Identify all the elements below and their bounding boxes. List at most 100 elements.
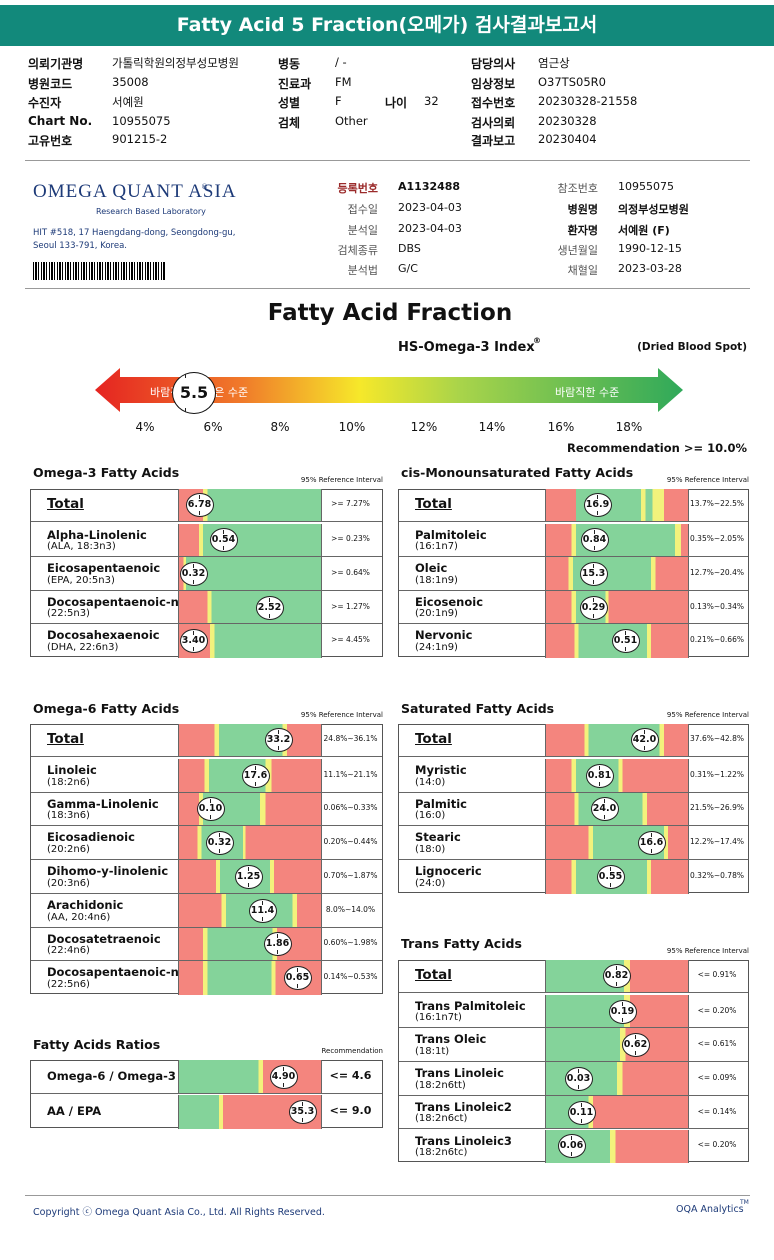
- specimen-label: 등록번호: [337, 182, 378, 195]
- scale-label: 8%: [270, 420, 290, 434]
- value-marker: 0.10: [196, 797, 225, 822]
- reference-bar: [544, 590, 689, 624]
- row-name: Stearic: [415, 830, 461, 845]
- table-row: Stearic (18:0) 16.6 12.2%~17.4%: [399, 826, 748, 861]
- reference-range: <= 9.0: [329, 1104, 372, 1117]
- specimen-value: 서예원 (F): [618, 224, 670, 237]
- row-sub: (18:2n6tc): [415, 1147, 468, 1159]
- table-row: Palmitic (16:0) 24.0 21.5%~26.9%: [399, 792, 748, 827]
- row-name: Alpha-Linolenic: [47, 527, 147, 542]
- value-marker: 0.29: [579, 595, 608, 620]
- table-row: Docosatetraenoic (22:4n6) 1.86 0.60%~1.98%: [31, 927, 382, 962]
- scale-label: 4%: [135, 420, 155, 434]
- row-name: Trans Palmitoleic: [415, 998, 526, 1013]
- divider: [25, 160, 750, 161]
- info-value: 염근상: [538, 56, 570, 70]
- panel-table: Total 0.82 <= 0.91% Trans Palmitoleic (16:1n…: [398, 959, 749, 1164]
- reference-range: <= 0.09%: [697, 1072, 737, 1082]
- row-sub: (DHA, 22:6n3): [47, 641, 119, 653]
- value-marker: 0.55: [596, 865, 625, 890]
- row-sub: (16:1n7t): [415, 1012, 462, 1024]
- panel-title: Fatty Acids Ratios: [33, 1037, 161, 1052]
- row-name: Arachidonic: [47, 897, 124, 912]
- table-row: Trans Palmitoleic (16:1n7t) 0.19 <= 0.20%: [399, 994, 748, 1029]
- table-row: Total 6.78 >= 7.27%: [31, 488, 382, 523]
- lab-name: OMEGA QUANT ASIA: [33, 181, 237, 202]
- row-sub: (18:2n6): [47, 776, 90, 788]
- row-name: Linoleic: [47, 762, 97, 777]
- panel-title: Trans Fatty Acids: [401, 936, 522, 951]
- reference-range: >= 4.45%: [331, 635, 370, 645]
- value-marker: 0.03: [564, 1066, 593, 1091]
- gradient-arrow: [95, 368, 683, 412]
- table-row: Oleic (18:1n9) 15.3 12.7%~20.4%: [399, 557, 748, 591]
- info-label: 검체: [278, 116, 301, 130]
- value-marker: 33.2: [264, 728, 293, 753]
- reference-range: >= 7.27%: [331, 499, 370, 509]
- specimen-label: 접수일: [347, 203, 378, 216]
- value-marker: 0.06: [557, 1134, 586, 1159]
- reference-range: 0.60%~1.98%: [323, 938, 378, 948]
- index-arrow: [95, 368, 683, 412]
- value-marker: 15.3: [579, 561, 608, 586]
- reference-range: 0.06%~0.33%: [323, 803, 378, 813]
- row-sub: (24:0): [415, 877, 446, 889]
- row-sub: (18:0): [415, 844, 446, 856]
- scale-label: 6%: [203, 420, 223, 434]
- table-row: AA / EPA 35.3 <= 9.0: [31, 1095, 382, 1129]
- row-name: Eicosadienoic: [47, 830, 135, 845]
- specimen-label: 생년월일: [557, 244, 598, 257]
- table-row: Arachidonic (AA, 20:4n6) 11.4 8.0%~14.0%: [31, 893, 382, 928]
- row-sub: (20:3n6): [47, 877, 90, 889]
- table-row: Trans Linoleic (18:2n6tt) 0.03 <= 0.09%: [399, 1062, 748, 1096]
- table-row: Dihomo-y-linolenic (20:3n6) 1.25 0.70%~1.87…: [31, 860, 382, 894]
- reference-range: 0.35%~2.05%: [690, 534, 744, 544]
- value-marker: 1.86: [263, 932, 292, 957]
- row-sub: (ALA, 18:3n3): [47, 541, 116, 553]
- table-row: Total 0.82 <= 0.91%: [399, 959, 748, 994]
- value-marker: 16.6: [637, 831, 666, 856]
- row-name: Docosapentaenoic-n6: [47, 965, 187, 980]
- lab-address: Seoul 133-791, Korea.: [33, 241, 127, 251]
- row-name: Total: [47, 731, 84, 748]
- value-marker: 11.4: [248, 898, 277, 923]
- table-row: Eicosapentaenoic (EPA, 20:5n3) 0.32 >= 0.64…: [31, 557, 382, 591]
- table-row: Docosapentaenoic-n6 (22:5n6) 0.65 0.14%~0.5…: [31, 961, 382, 995]
- reference-range: 8.0%~14.0%: [325, 904, 376, 914]
- row-name: Docosatetraenoic: [47, 931, 161, 946]
- scale-label: 16%: [547, 420, 575, 434]
- scale-label: 12%: [410, 420, 438, 434]
- value-marker: 0.54: [209, 528, 238, 553]
- index-value: 5.5: [172, 372, 216, 414]
- reference-range: 37.6%~42.8%: [690, 734, 744, 744]
- scale-label: 10%: [338, 420, 366, 434]
- panel-table: Total 42.0 37.6%~42.8% Myristic (14:0) 0.81 0.…: [398, 723, 749, 894]
- value-marker: 6.78: [185, 493, 214, 518]
- table-row: Total 42.0 37.6%~42.8%: [399, 723, 748, 758]
- divider: [25, 1195, 750, 1196]
- value-marker: 16.9: [583, 493, 612, 518]
- panel-table: Total 16.9 13.7%~22.5% Palmitoleic (16:1n7) 0…: [398, 488, 749, 658]
- row-sub: (24:1n9): [415, 641, 458, 653]
- specimen-label: 병원명: [567, 203, 598, 216]
- scale-label: 18%: [615, 420, 643, 434]
- value-marker: 0.81: [585, 763, 614, 788]
- row-sub: (AA, 20:4n6): [47, 911, 111, 923]
- reference-range: 12.7%~20.4%: [690, 567, 744, 577]
- reference-range: 0.70%~1.87%: [323, 870, 378, 880]
- info-label: 수진자: [28, 96, 62, 110]
- info-value: F: [335, 94, 342, 108]
- info-label: 성별: [278, 96, 301, 110]
- specimen-label: 분석법: [347, 264, 378, 277]
- reference-range: 0.13%~0.34%: [690, 601, 744, 611]
- row-name: Total: [415, 496, 452, 513]
- row-sub: (18:1n9): [415, 574, 458, 586]
- specimen-value: A1132488: [398, 180, 461, 193]
- reference-range: <= 0.20%: [697, 1005, 737, 1015]
- specimen-value: 의정부성모병원: [618, 203, 689, 216]
- specimen-value: 2023-03-28: [618, 262, 682, 275]
- row-sub: (18:2n6tt): [415, 1079, 466, 1091]
- info-value: 35008: [112, 75, 149, 89]
- table-row: Docosapentaenoic-n3 (22:5n3) 2.52 >= 1.27%: [31, 590, 382, 625]
- reference-bar: [177, 927, 322, 961]
